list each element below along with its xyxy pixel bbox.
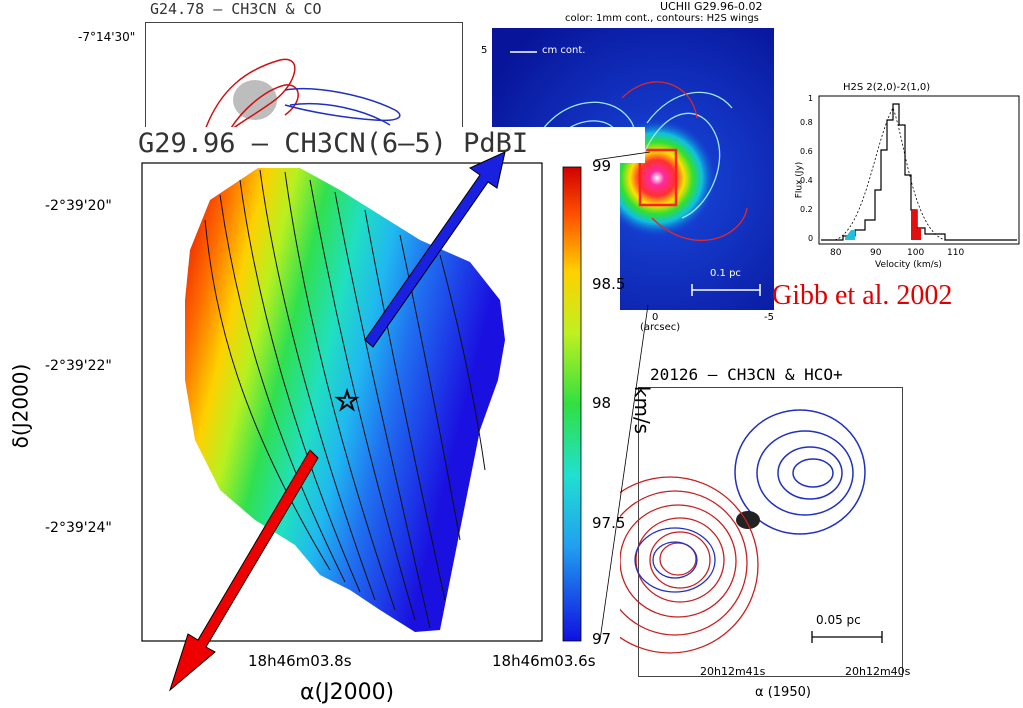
- i20126-contours: [620, 409, 883, 654]
- h2s-xtick: 110: [947, 248, 965, 258]
- h2s-ytick: 0.8: [800, 118, 813, 127]
- g24-frame: [145, 22, 463, 140]
- colorbar-tick: 98.5: [592, 275, 626, 293]
- uchii-tick-0: 0: [652, 312, 659, 323]
- g24-contours: [204, 58, 401, 139]
- uchii-tick-5: 5: [481, 45, 488, 56]
- h2s-panel: H2S 2(2,0)-2(1,0) Flux (Jy) Velocity (km…: [795, 80, 1023, 280]
- i20126-panel: 20126 – CH3CN & HCO+ 0.05 pc 20h12m41s 2…: [620, 365, 1023, 708]
- dec-tick: -2°39'24": [45, 520, 112, 536]
- colorbar-tick: 99: [592, 157, 612, 175]
- g24-dec-tick: -7°14'30": [78, 30, 136, 44]
- h2s-ytick: 1: [808, 94, 814, 103]
- i20126-scalebar-label: 0.05 pc: [816, 613, 861, 627]
- ra-tick: 18h46m03.6s: [492, 652, 596, 670]
- h2s-xtick: 100: [907, 248, 925, 258]
- h2s-ytick: 0.4: [800, 176, 813, 185]
- uchii-tick-m5: -5: [764, 312, 774, 323]
- h2s-ytick: 0: [808, 234, 814, 243]
- uchii-title: UCHII G29.96-0.02: [660, 0, 763, 13]
- dec-tick: -2°39'22": [45, 358, 112, 374]
- main-title: G29.96 – CH3CN(6–5) PdBI: [138, 128, 529, 159]
- h2s-xtick: 80: [830, 248, 842, 258]
- colorbar-tick: 97: [592, 630, 612, 648]
- colorbar-tick: 97.5: [592, 514, 626, 532]
- i20126-title: 20126 – CH3CN & HCO+: [650, 365, 843, 384]
- i20126-xlabel: α (1950): [755, 685, 811, 700]
- h2s-ytick: 0.6: [800, 147, 813, 156]
- h2s-xtick: 90: [870, 248, 882, 258]
- i20126-xtick: 20h12m40s: [845, 665, 911, 678]
- h2s-ytick: 0.2: [800, 205, 813, 214]
- g24-panel: G24.78 – CH3CN & CO: [135, 0, 465, 140]
- main-xlabel: α(J2000): [300, 680, 395, 705]
- main-ylabel: δ(J2000): [8, 363, 33, 449]
- colorbar-unit: km/s: [630, 385, 655, 435]
- main-plot-bg: [0, 163, 620, 708]
- uchii-scalebar-label: 0.1 pc: [710, 268, 741, 279]
- citation: Gibb et al. 2002: [772, 280, 953, 311]
- colorbar-tick: 98: [592, 394, 612, 412]
- ra-tick: 18h46m03.8s: [248, 652, 352, 670]
- h2s-spectrum: [818, 95, 1020, 245]
- i20126-xtick: 20h12m41s: [700, 665, 766, 678]
- h2s-title: H2S 2(2,0)-2(1,0): [843, 82, 931, 93]
- dec-tick: -2°39'20": [45, 198, 112, 214]
- g24-title: G24.78 – CH3CN & CO: [150, 0, 322, 18]
- h2s-xlabel: Velocity (km/s): [875, 260, 942, 270]
- uchii-subtitle: color: 1mm cont., contours: H2S wings: [565, 13, 759, 24]
- uchii-legend: cm cont.: [542, 45, 586, 56]
- uchii-axis-unit: (arcsec): [640, 322, 681, 333]
